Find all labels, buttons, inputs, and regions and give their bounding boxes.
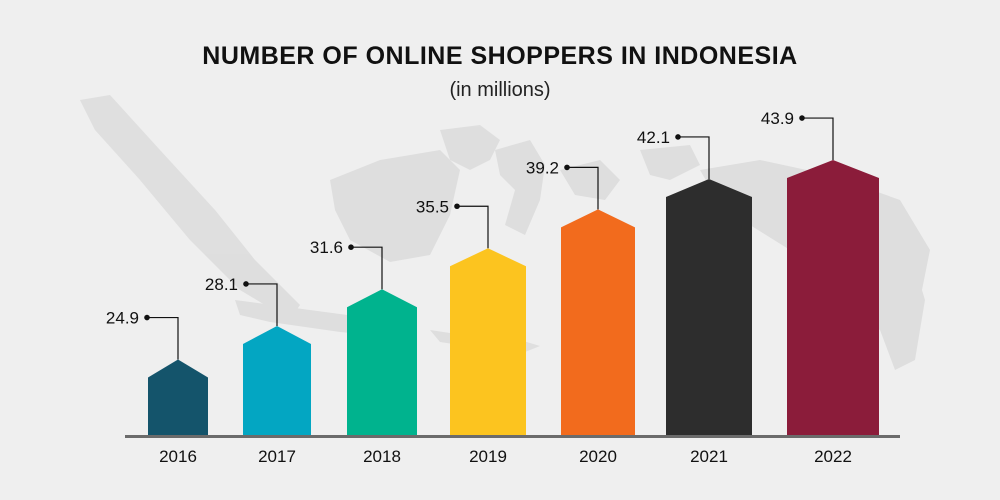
x-tick-label-2020: 2020	[579, 447, 617, 466]
labels-layer: 24.9 2016 28.1 2017 31.6 2018 35.5 2019 39.2 2020…	[106, 109, 852, 466]
x-tick-label-2018: 2018	[363, 447, 401, 466]
data-label-2016: 24.9	[106, 309, 139, 328]
leader-line-2019	[457, 205, 489, 249]
bar-2021	[666, 178, 752, 435]
data-label-2022: 43.9	[761, 109, 794, 128]
leader-dot-2016	[144, 314, 150, 321]
data-label-2017: 28.1	[205, 275, 238, 294]
x-tick-label-2016: 2016	[159, 447, 197, 466]
leader-line-2020	[567, 166, 599, 210]
data-label-2019: 35.5	[416, 197, 449, 216]
leader-dot-2020	[564, 164, 570, 171]
x-tick-label-2021: 2021	[690, 447, 728, 466]
data-label-2018: 31.6	[310, 238, 343, 257]
chart-subtitle: (in millions)	[449, 79, 551, 101]
leader-line-2021	[678, 136, 710, 179]
bar-2019	[450, 248, 526, 435]
leader-line-2018	[351, 246, 383, 290]
bar-2022	[787, 160, 879, 436]
x-tick-label-2022: 2022	[814, 447, 852, 466]
bar-2020	[561, 209, 635, 435]
leader-dot-2022	[799, 115, 805, 121]
chart-title: NUMBER OF ONLINE SHOPPERS IN INDONESIA	[202, 42, 798, 70]
leader-dot-2017	[243, 281, 249, 287]
bar-2016	[148, 359, 208, 435]
bars-layer	[148, 160, 879, 436]
x-tick-label-2017: 2017	[258, 447, 296, 466]
bar-2018	[347, 289, 417, 435]
leader-dot-2021	[675, 134, 681, 140]
x-tick-label-2019: 2019	[469, 447, 507, 466]
leader-line-2016	[147, 316, 179, 360]
leader-dot-2018	[348, 244, 354, 250]
leader-line-2022	[802, 117, 834, 161]
data-label-2020: 39.2	[526, 158, 559, 177]
data-label-2021: 42.1	[637, 128, 670, 147]
leader-line-2017	[246, 283, 278, 326]
leader-dot-2019	[454, 203, 460, 210]
bar-2017	[243, 325, 311, 435]
